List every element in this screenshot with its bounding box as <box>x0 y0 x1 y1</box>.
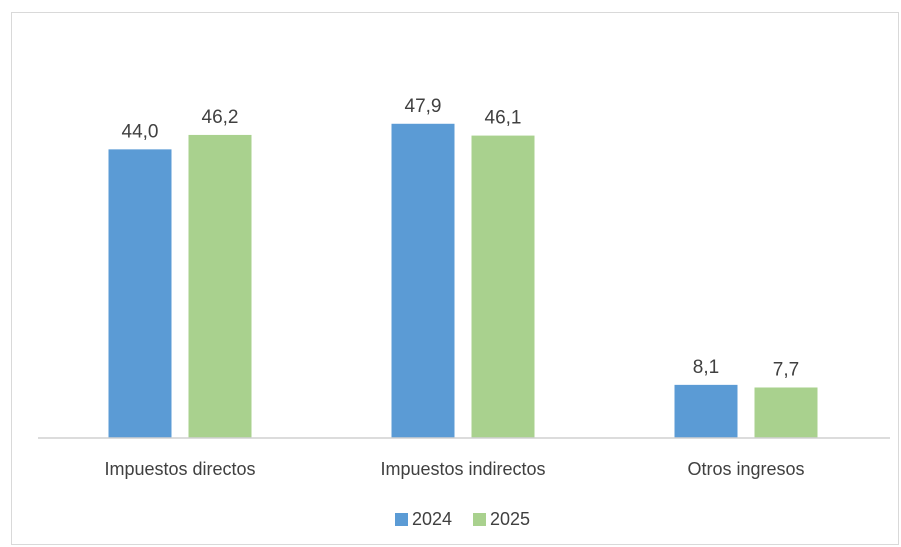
bar-2-series-0 <box>674 384 738 438</box>
category-label-2: Otros ingresos <box>687 459 804 479</box>
value-labels-group: 44,0 46,2 47,9 46,1 8,1 7,7 <box>122 96 800 381</box>
bars-group <box>108 123 818 439</box>
data-label-1-series-0: 47,9 <box>405 96 442 117</box>
data-label-2-series-0: 8,1 <box>693 357 719 378</box>
data-label-1-series-1: 46,1 <box>485 108 522 129</box>
bar-0-series-0 <box>108 149 172 439</box>
legend-label-0: 2024 <box>412 509 452 529</box>
category-label-1: Impuestos indirectos <box>380 459 545 479</box>
legend-swatch-0 <box>395 513 408 526</box>
legend-swatch-1 <box>473 513 486 526</box>
legend: 2024 2025 <box>395 509 530 529</box>
data-label-2-series-1: 7,7 <box>773 359 799 380</box>
category-labels-group: Impuestos directos Impuestos indirectos Ot… <box>104 459 804 479</box>
legend-label-1: 2025 <box>490 509 530 529</box>
bar-2-series-1 <box>754 387 818 438</box>
data-label-0-series-1: 46,2 <box>202 107 239 128</box>
bar-1-series-1 <box>471 135 535 439</box>
bar-1-series-0 <box>391 123 455 438</box>
category-label-0: Impuestos directos <box>104 459 255 479</box>
bar-0-series-1 <box>188 134 252 439</box>
data-label-0-series-0: 44,0 <box>122 121 159 142</box>
